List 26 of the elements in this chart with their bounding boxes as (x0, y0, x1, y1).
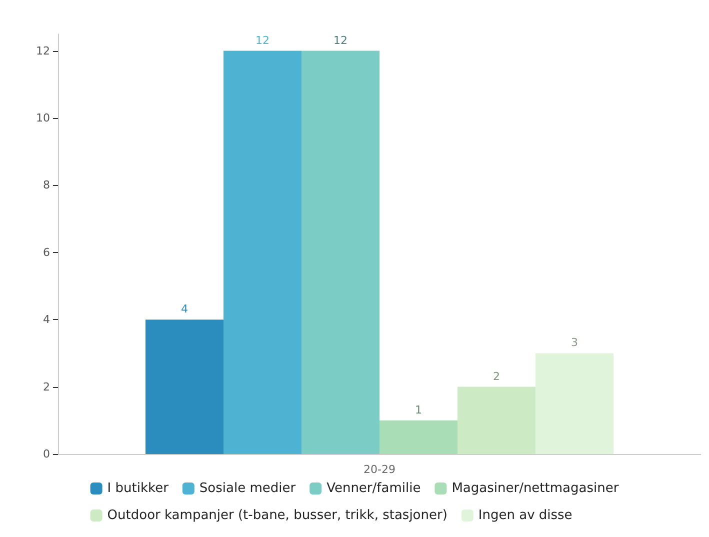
y-tick-label: 12 (36, 44, 50, 58)
y-tick-label: 8 (43, 178, 50, 192)
legend-label: I butikker (107, 481, 170, 496)
legend-label: Sosiale medier (199, 481, 296, 496)
bar (224, 50, 302, 454)
data-label: 4 (181, 302, 188, 316)
data-label: 2 (493, 370, 500, 383)
bar (458, 386, 536, 454)
legend-label: Venner/familie (326, 481, 421, 496)
y-tick-label: 2 (43, 380, 50, 394)
bar (302, 50, 380, 454)
y-tick-label: 10 (36, 112, 50, 124)
legend-label: Outdoor kampanjer (t-bane, busser, trikk, stasjoner) (107, 508, 448, 523)
y-tick-label: 0 (43, 448, 50, 460)
bar (380, 420, 458, 454)
legend-label: Ingen av disse (478, 508, 572, 523)
bar (536, 353, 614, 454)
data-label: 3 (571, 336, 578, 350)
x-tick-label: 20-29 (364, 463, 396, 476)
data-label: 12 (256, 34, 270, 47)
y-tick-label: 4 (43, 313, 50, 326)
y-tick-label: 6 (43, 246, 50, 259)
legend-label: Magasiner/nettmagasiner (452, 481, 620, 496)
data-label: 1 (415, 403, 422, 416)
data-label: 12 (334, 34, 348, 47)
bar (146, 320, 224, 454)
